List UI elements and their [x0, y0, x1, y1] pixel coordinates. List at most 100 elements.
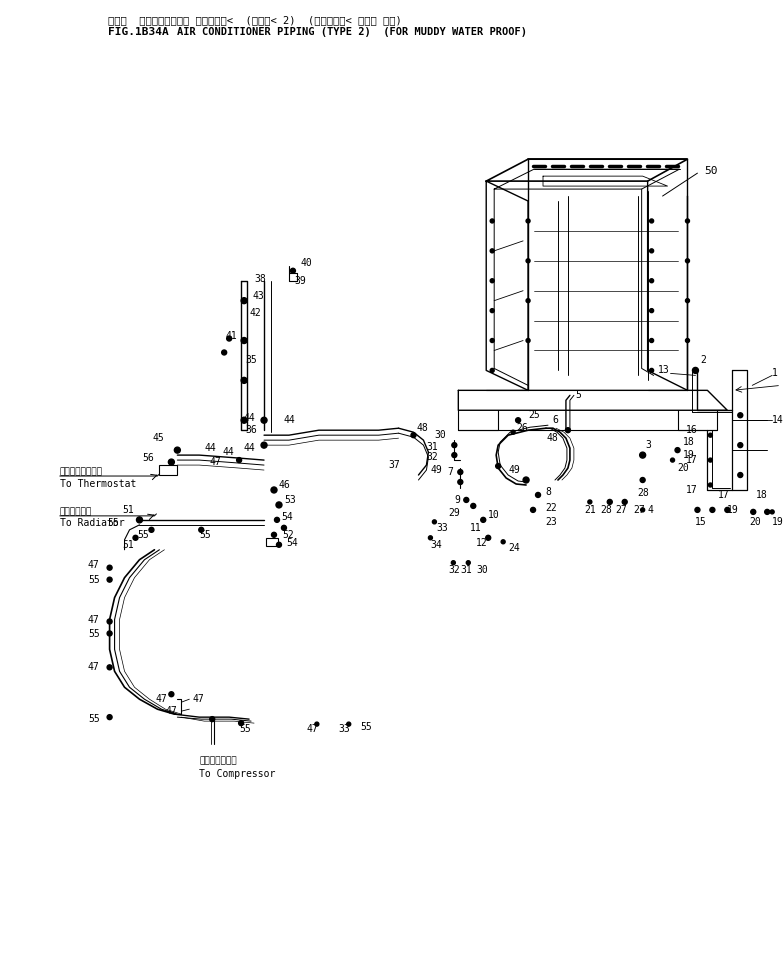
Circle shape — [685, 338, 689, 343]
Circle shape — [738, 442, 742, 447]
Text: 4: 4 — [648, 505, 654, 515]
Circle shape — [709, 483, 713, 487]
Circle shape — [565, 428, 571, 433]
Text: 44: 44 — [284, 415, 296, 425]
Circle shape — [222, 350, 227, 355]
Circle shape — [490, 249, 494, 253]
Circle shape — [281, 526, 286, 530]
Text: 45: 45 — [153, 433, 165, 443]
Circle shape — [107, 619, 112, 624]
Circle shape — [238, 721, 244, 725]
Circle shape — [452, 453, 457, 458]
Circle shape — [535, 493, 540, 497]
Text: 17: 17 — [717, 490, 729, 500]
Circle shape — [466, 560, 470, 565]
Circle shape — [271, 532, 277, 537]
Text: 41: 41 — [225, 330, 237, 341]
Text: FIG.1B34A: FIG.1B34A — [107, 27, 169, 37]
Text: 6: 6 — [552, 415, 558, 425]
Text: To Compressor: To Compressor — [199, 769, 276, 779]
Text: 12: 12 — [476, 538, 488, 548]
Text: 43: 43 — [252, 291, 264, 300]
Circle shape — [169, 692, 174, 696]
Text: 21: 21 — [584, 505, 596, 515]
Circle shape — [290, 269, 296, 273]
Circle shape — [261, 417, 267, 423]
Text: To Radiator: To Radiator — [60, 518, 125, 527]
Circle shape — [237, 458, 241, 463]
Circle shape — [470, 503, 476, 508]
Text: 30: 30 — [476, 565, 488, 575]
Circle shape — [315, 723, 319, 726]
Text: 55: 55 — [199, 529, 211, 540]
Circle shape — [241, 337, 247, 344]
Circle shape — [486, 535, 491, 540]
Text: 53: 53 — [284, 495, 296, 505]
Text: 1: 1 — [772, 368, 778, 379]
Circle shape — [764, 509, 770, 514]
Circle shape — [490, 279, 494, 283]
Text: 28: 28 — [637, 488, 649, 497]
Circle shape — [274, 518, 279, 523]
Text: 10: 10 — [488, 510, 500, 520]
Circle shape — [670, 458, 674, 462]
Text: 19: 19 — [727, 505, 739, 515]
Circle shape — [107, 665, 112, 669]
Text: 47: 47 — [88, 559, 100, 570]
Circle shape — [458, 469, 463, 474]
Text: 11: 11 — [470, 523, 482, 533]
Text: 27: 27 — [615, 505, 627, 515]
Text: 9: 9 — [455, 495, 460, 505]
Circle shape — [490, 219, 494, 223]
Circle shape — [458, 479, 463, 485]
Text: AIR CONDITIONER PIPING (TYPE 2)  (FOR MUDDY WATER PROOF): AIR CONDITIONER PIPING (TYPE 2) (FOR MUD… — [177, 27, 528, 37]
Circle shape — [738, 412, 742, 417]
Text: 44: 44 — [205, 443, 216, 453]
Circle shape — [133, 535, 138, 540]
Text: 55: 55 — [88, 714, 100, 724]
Text: 36: 36 — [245, 425, 257, 436]
Text: 34: 34 — [430, 540, 442, 550]
Text: 47: 47 — [165, 706, 177, 716]
Text: 16: 16 — [686, 425, 698, 436]
Circle shape — [271, 487, 277, 493]
Circle shape — [622, 499, 627, 504]
Text: 55: 55 — [88, 630, 100, 639]
Circle shape — [650, 279, 654, 283]
Circle shape — [241, 417, 247, 423]
Circle shape — [149, 527, 154, 532]
Circle shape — [501, 540, 505, 544]
Circle shape — [433, 520, 437, 524]
Text: 5: 5 — [575, 390, 581, 400]
Circle shape — [641, 477, 645, 482]
Circle shape — [588, 500, 592, 504]
Circle shape — [640, 452, 646, 458]
Circle shape — [511, 430, 515, 434]
Circle shape — [709, 433, 713, 438]
Text: 47: 47 — [209, 457, 221, 468]
Text: 29: 29 — [448, 508, 460, 518]
Text: 52: 52 — [282, 529, 294, 540]
Circle shape — [692, 367, 699, 374]
Bar — [266, 538, 278, 546]
Text: 20: 20 — [750, 517, 761, 526]
Circle shape — [210, 717, 215, 722]
Circle shape — [685, 298, 689, 302]
Text: 18: 18 — [756, 490, 768, 500]
Text: 19: 19 — [683, 450, 695, 460]
Text: 47: 47 — [88, 614, 100, 624]
Circle shape — [174, 447, 180, 453]
Text: 17: 17 — [686, 455, 698, 465]
Circle shape — [227, 336, 231, 341]
Circle shape — [490, 309, 494, 313]
Text: コンプレッサへ: コンプレッサへ — [199, 756, 237, 765]
Text: エアー  コンディイショナ パイピング<  (タイプ< 2)  (ド・ロミス< ボウシ ヨウ): エアー コンディイショナ パイピング< (タイプ< 2) (ド・ロミス< ボウシ… — [107, 14, 401, 25]
Circle shape — [481, 518, 486, 523]
Circle shape — [428, 536, 433, 540]
Text: 40: 40 — [301, 258, 313, 268]
Text: 49: 49 — [508, 465, 520, 475]
Text: 15: 15 — [695, 517, 706, 526]
Circle shape — [490, 368, 494, 373]
Circle shape — [495, 464, 501, 469]
Text: 17: 17 — [686, 485, 698, 495]
